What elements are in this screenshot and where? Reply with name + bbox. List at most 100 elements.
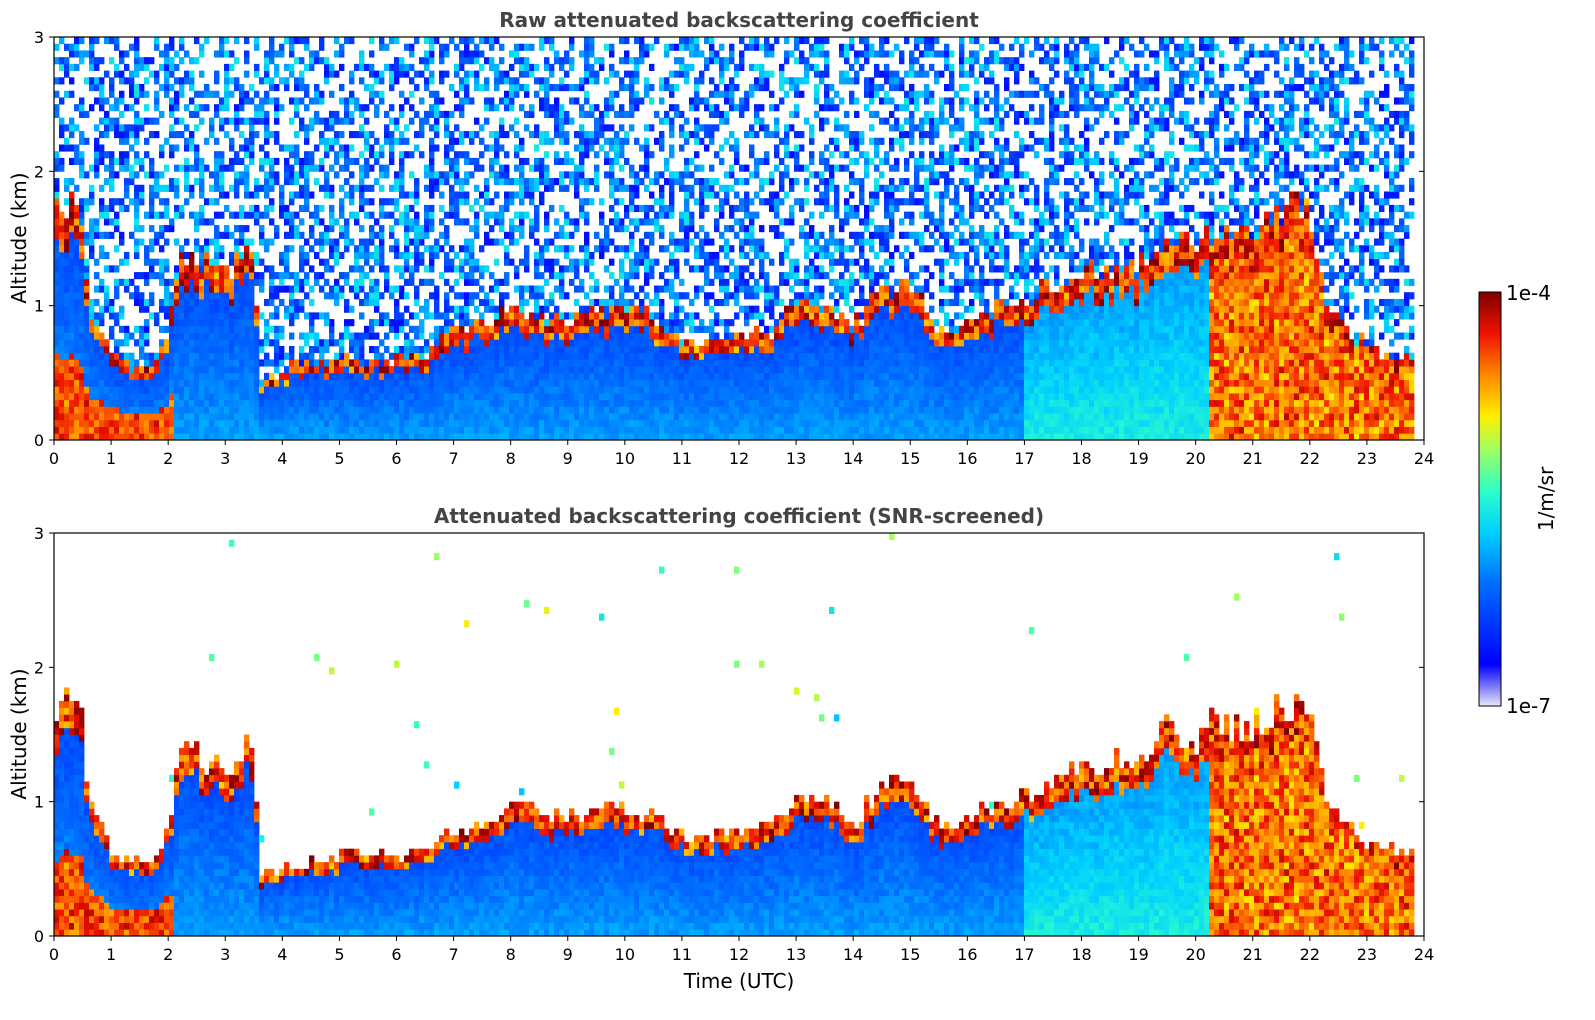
heatmap-cell [99,77,105,85]
heatmap-cell [419,225,425,233]
heatmap-cell [479,312,485,320]
heatmap-cell [269,204,275,213]
heatmap-cell [649,426,655,434]
heatmap-cell [409,238,415,246]
heatmap-cell [549,352,555,360]
heatmap-cell [524,57,530,65]
heatmap-cell [574,319,580,327]
heatmap-cell [499,312,505,320]
heatmap-cell [204,345,210,354]
heatmap-cell [209,379,215,387]
heatmap-cell [284,218,290,226]
heatmap-cell [169,379,175,387]
heatmap-cell [469,426,475,434]
heatmap-cell [589,298,595,307]
heatmap-cell [199,359,205,367]
heatmap-cell [119,151,125,159]
heatmap-cell [54,57,60,65]
heatmap-cell [144,366,150,374]
heatmap-cell [469,413,475,421]
heatmap-cell [639,339,645,347]
heatmap-cell [449,386,455,394]
heatmap-cell [74,413,80,421]
heatmap-cell [499,97,505,105]
heatmap-cell [649,191,655,199]
heatmap-cell [594,178,600,186]
heatmap-cell [529,164,535,172]
heatmap-cell [209,124,215,132]
heatmap-cell [394,178,400,186]
heatmap-cell [59,319,65,327]
heatmap-cell [504,90,510,98]
heatmap-cell [249,433,255,440]
heatmap-cell [549,298,555,307]
heatmap-cell [219,151,225,159]
heatmap-cell [154,392,160,401]
heatmap-cell [174,265,180,273]
heatmap-cell [639,419,645,427]
heatmap-cell [109,332,115,340]
heatmap-cell [74,251,80,260]
heatmap-cell [629,399,635,407]
heatmap-cell [559,372,565,380]
heatmap-cell [369,433,375,440]
heatmap-cell [134,379,140,387]
heatmap-cell [654,379,660,387]
heatmap-cell [629,238,635,246]
heatmap-cell [344,392,350,401]
heatmap-cell [429,77,435,85]
heatmap-cell [114,37,120,45]
heatmap-cell [684,238,690,246]
heatmap-cell [349,359,355,367]
heatmap-cell [74,225,80,233]
heatmap-cell [479,339,485,347]
heatmap-cell [464,359,470,367]
heatmap-cell [529,131,535,139]
heatmap-cell [214,292,220,300]
heatmap-cell [539,339,545,347]
heatmap-cell [169,399,175,407]
heatmap-cell [604,225,610,233]
heatmap-cell [674,110,680,118]
heatmap-cell [229,144,235,152]
heatmap-cell [124,124,130,132]
heatmap-cell [554,124,560,132]
heatmap-cell [484,198,490,206]
heatmap-cell [154,238,160,246]
heatmap-cell [464,319,470,327]
heatmap-cell [659,191,665,199]
heatmap-cell [189,379,195,387]
heatmap-cell [289,386,295,394]
heatmap-cell [319,419,325,427]
heatmap-cell [189,292,195,300]
heatmap-cell [554,97,560,105]
heatmap-cell [579,204,585,213]
heatmap-cell [414,345,420,354]
heatmap-cell [224,50,230,58]
heatmap-cell [414,251,420,260]
heatmap-cell [354,292,360,300]
heatmap-cell [654,352,660,360]
heatmap-cell [654,258,660,266]
heatmap-cell [449,345,455,354]
heatmap-cell [129,399,135,407]
heatmap-cell [514,386,520,394]
heatmap-cell [689,345,695,354]
heatmap-cell [129,164,135,172]
heatmap-cell [534,124,540,132]
heatmap-cell [139,433,145,440]
heatmap-cell [684,426,690,434]
heatmap-cell [519,57,525,65]
heatmap-cell [599,372,605,380]
heatmap-cell [264,171,270,179]
heatmap-cell [409,312,415,320]
heatmap-cell [594,345,600,354]
heatmap-cell [679,379,685,387]
heatmap-cell [244,70,250,78]
heatmap-cell [434,298,440,307]
heatmap-cell [204,272,210,280]
heatmap-cell [154,359,160,367]
heatmap-cell [514,84,520,92]
heatmap-cell [279,191,285,199]
heatmap-cell [699,419,705,427]
